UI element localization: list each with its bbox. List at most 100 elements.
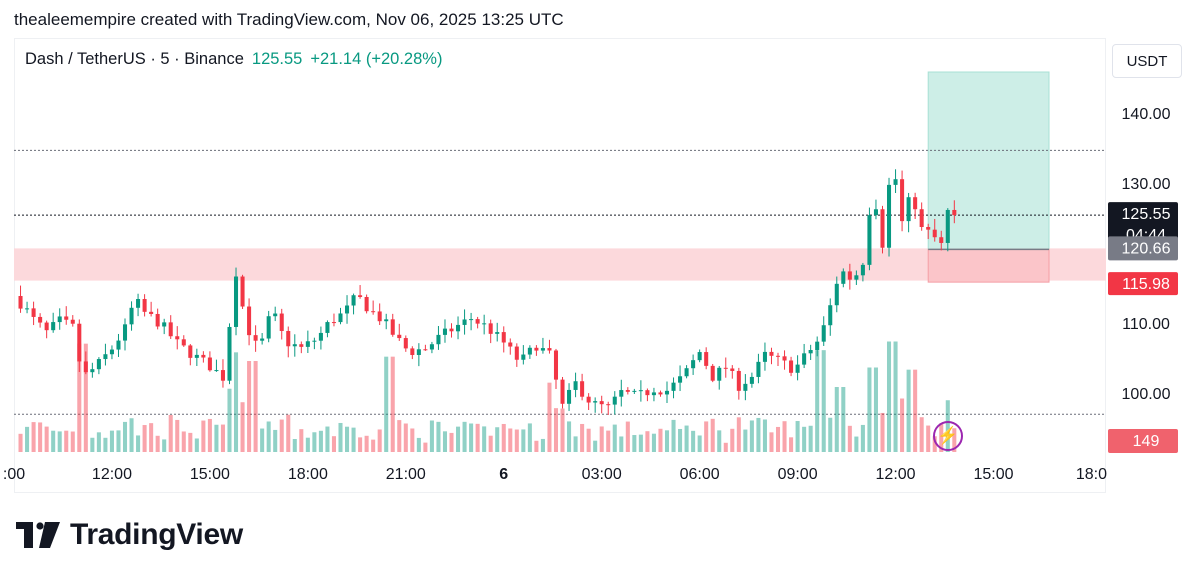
x-tick-label: 6 <box>499 466 508 483</box>
candle-body <box>547 348 552 351</box>
candle-body <box>390 319 395 335</box>
volume-bar <box>678 428 683 452</box>
candle-body <box>266 316 271 339</box>
x-tick-label: 03:00 <box>582 466 622 483</box>
volume-bar <box>775 426 781 452</box>
candle-body <box>671 382 676 391</box>
volume-bar <box>828 417 833 452</box>
candle-body <box>253 335 258 341</box>
candle-body <box>906 197 911 222</box>
candle-body <box>540 348 545 351</box>
candle-body <box>227 326 232 381</box>
candle-body <box>795 364 800 373</box>
volume-bar <box>632 435 637 452</box>
volume-bar <box>64 430 69 452</box>
candle-body <box>18 296 23 309</box>
candle-body <box>553 350 559 380</box>
candle-body <box>704 352 709 366</box>
candle-body <box>664 390 670 395</box>
price-change: +21.14 (+20.28%) <box>310 50 443 68</box>
volume-bar <box>815 350 820 452</box>
candle-body <box>828 305 833 326</box>
candle-body <box>919 209 924 227</box>
volume-bar <box>514 429 519 452</box>
candle-body <box>651 392 656 396</box>
candle-body <box>194 354 199 358</box>
x-tick-label: 21:00 <box>386 466 426 483</box>
candle-body <box>44 322 49 331</box>
volume-bar <box>345 426 350 452</box>
volume-bar <box>847 425 852 452</box>
volume-bar <box>194 438 199 452</box>
candle-body <box>743 383 748 391</box>
candle-body <box>678 376 683 383</box>
candle-body <box>926 226 931 230</box>
volume-bar <box>325 426 330 452</box>
volume-bar <box>384 356 389 452</box>
volume-bar <box>456 426 461 452</box>
x-tick-label: :00 <box>3 466 25 483</box>
candle-body <box>442 328 448 335</box>
volume-bar <box>286 414 291 452</box>
volume-bar <box>586 428 591 452</box>
volume-bar <box>122 421 128 452</box>
candle-body <box>149 311 154 314</box>
candle-body <box>521 354 526 360</box>
volume-bar <box>664 430 670 452</box>
candle-body <box>886 184 892 248</box>
volume-bar <box>31 422 36 452</box>
candle-body <box>932 229 937 238</box>
volume-bar <box>534 440 539 452</box>
candle-body <box>775 355 781 357</box>
candle-body <box>815 341 820 351</box>
candle-body <box>612 396 617 405</box>
candle-body <box>155 313 160 327</box>
candle-body <box>488 323 493 334</box>
volume-bar <box>913 369 918 452</box>
candle-body <box>834 283 839 306</box>
volume-bar <box>782 421 787 452</box>
candle-body <box>162 322 167 327</box>
candle-body <box>717 367 722 381</box>
candle-body <box>527 347 532 355</box>
volume-bar <box>253 361 258 452</box>
volume-bar <box>109 430 114 452</box>
volume-bar <box>710 418 715 452</box>
candle-body <box>736 370 741 391</box>
volume-bar <box>560 408 565 452</box>
volume-bar <box>802 426 807 452</box>
volume-bar <box>162 439 167 452</box>
volume-bar <box>83 343 88 452</box>
volume-bar <box>743 429 748 452</box>
volume-bar <box>612 424 617 452</box>
volume-bar <box>495 427 500 452</box>
x-tick-label: 06:00 <box>680 466 720 483</box>
currency-unit-button[interactable]: USDT <box>1112 44 1182 78</box>
candle-body <box>449 328 454 332</box>
volume-bar <box>397 420 402 452</box>
lightning-icon[interactable]: ⚡ <box>933 421 963 451</box>
volume-bar <box>149 423 154 452</box>
y-tick-label: 130.00 <box>1122 176 1171 193</box>
volume-bar <box>821 350 826 452</box>
resistance-zone <box>14 248 1106 281</box>
volume-bar <box>116 430 121 452</box>
candle-body <box>181 339 186 346</box>
candle-body <box>214 370 219 372</box>
candle-body <box>847 271 852 280</box>
volume-bar <box>919 417 924 452</box>
x-tick-label: 12:00 <box>92 466 132 483</box>
volume-bar <box>606 430 611 452</box>
volume-bar <box>312 432 317 452</box>
candle-body <box>762 351 767 362</box>
candle-body <box>854 275 859 280</box>
volume-bar <box>181 431 186 452</box>
candle-body <box>508 342 513 347</box>
volume-bar <box>292 438 297 452</box>
volume-bar <box>129 418 134 452</box>
volume-bar <box>769 432 774 452</box>
volume-bar <box>279 419 284 452</box>
stop-price-label: 115.98 <box>1122 276 1170 293</box>
symbol-title[interactable]: Dash / TetherUS · 5 · Binance <box>25 50 244 68</box>
